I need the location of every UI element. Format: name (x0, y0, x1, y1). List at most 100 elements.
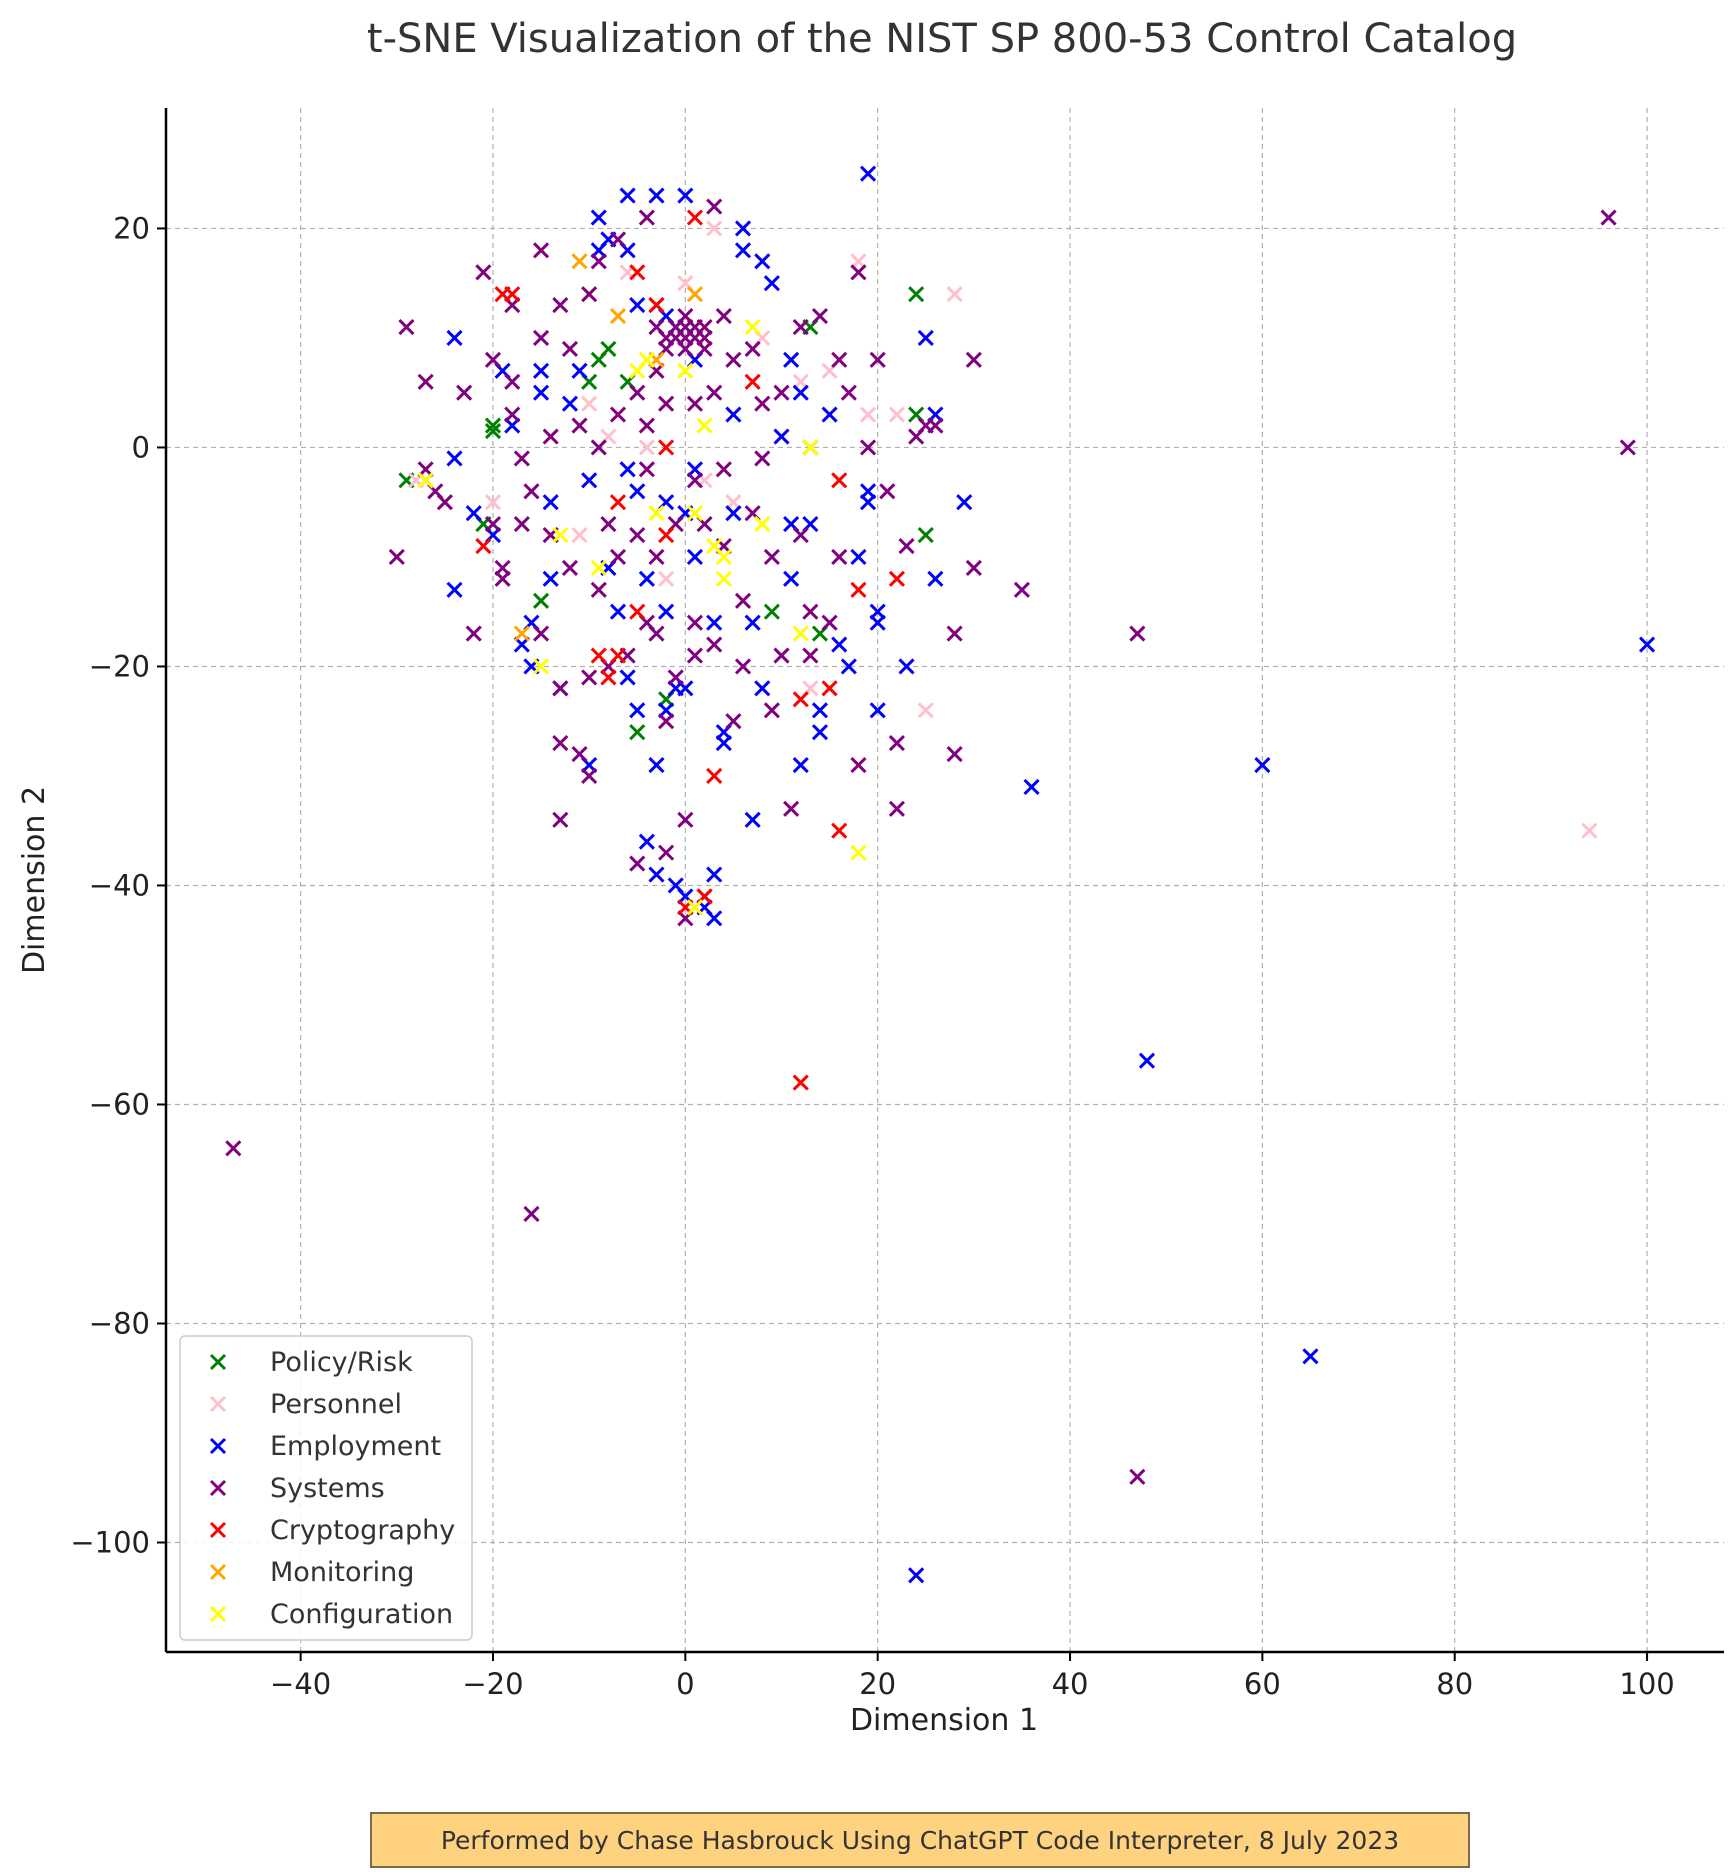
data-point (513, 450, 530, 467)
data-point (571, 527, 588, 544)
data-point (831, 822, 848, 839)
data-point (1254, 756, 1271, 774)
legend-label: Personnel (270, 1389, 402, 1420)
footer-note: Performed by Chase Hasbrouck Using ChatG… (370, 1812, 1470, 1868)
data-point (398, 318, 415, 336)
data-point (821, 614, 838, 631)
series-cryptography (475, 209, 905, 1091)
data-point (581, 286, 598, 303)
x-tick-label: 0 (676, 1667, 694, 1701)
data-point (609, 231, 627, 248)
data-point (811, 307, 829, 325)
data-point (908, 1567, 925, 1584)
data-point (706, 198, 723, 215)
data-point (706, 636, 723, 653)
data-point (898, 537, 915, 555)
data-point (542, 428, 559, 445)
data-point (648, 625, 665, 642)
data-point (609, 406, 627, 423)
data-point (552, 735, 569, 752)
grid-lines (166, 108, 1724, 1652)
data-point (571, 417, 588, 434)
data-point (686, 647, 704, 664)
data-point (802, 439, 819, 456)
data-point (533, 242, 550, 259)
data-point (504, 406, 521, 423)
data-point (811, 702, 829, 719)
data-point (860, 165, 877, 182)
data-point (513, 625, 530, 642)
data-point (783, 570, 800, 587)
data-point (783, 800, 800, 817)
data-point (831, 351, 848, 368)
y-tick-label: −60 (89, 1087, 150, 1121)
y-axis-ticks: −100 −80 −60 −40 −20 0 20 (70, 211, 166, 1559)
y-tick-label: 0 (132, 430, 150, 464)
data-point (715, 307, 732, 325)
data-point (783, 351, 800, 368)
legend-entry: Systems (209, 1473, 385, 1504)
data-point (533, 592, 550, 609)
data-point (956, 494, 973, 511)
legend-label: Policy/Risk (270, 1347, 413, 1378)
data-point (648, 548, 665, 566)
data-point (456, 384, 473, 401)
data-point (581, 472, 598, 489)
data-point (1013, 581, 1030, 598)
data-point (446, 450, 463, 467)
data-point (802, 603, 819, 620)
data-point (1129, 625, 1146, 642)
data-point (917, 702, 934, 719)
data-point (561, 559, 578, 576)
data-point (696, 318, 713, 336)
data-point (609, 307, 627, 325)
data-point (888, 406, 905, 423)
data-point (523, 1205, 540, 1223)
legend-label: Systems (270, 1473, 385, 1504)
data-point (734, 220, 752, 237)
data-point (388, 548, 405, 566)
data-point (850, 548, 867, 566)
legend-entry: Personnel (209, 1389, 402, 1420)
data-point (436, 494, 453, 511)
scatter-chart: t-SNE Visualization of the NIST SP 800-5… (17, 16, 1724, 1738)
data-point (946, 625, 963, 642)
y-tick-label: −40 (89, 868, 150, 902)
data-point (763, 275, 780, 292)
data-point (792, 1074, 809, 1091)
legend-entry: Employment (209, 1431, 441, 1462)
legend-entry: Policy/Risk (209, 1347, 413, 1378)
data-point (629, 702, 646, 719)
legend-marker-icon (209, 1605, 227, 1623)
data-point (225, 1140, 242, 1157)
data-point (590, 647, 607, 664)
data-point (754, 450, 771, 467)
data-point (898, 658, 915, 675)
data-point (917, 527, 934, 544)
data-point (609, 603, 627, 620)
data-point (686, 899, 704, 916)
data-point (763, 702, 780, 719)
legend-label: Employment (270, 1431, 441, 1462)
data-point (417, 472, 434, 489)
data-point (744, 318, 761, 336)
data-point (484, 422, 502, 440)
data-point (638, 439, 655, 456)
data-point (946, 286, 963, 303)
data-point (869, 351, 886, 368)
data-point (629, 603, 646, 620)
legend-label: Cryptography (270, 1515, 455, 1546)
data-point (946, 746, 963, 763)
legend-marker-icon (209, 1353, 227, 1371)
data-point (725, 713, 742, 730)
data-point (648, 187, 665, 204)
y-tick-label: 20 (113, 211, 150, 245)
data-point (879, 483, 896, 500)
data-point (888, 800, 905, 817)
data-point (831, 636, 848, 653)
x-tick-label: −20 (462, 1667, 523, 1701)
data-point (581, 767, 598, 785)
data-point (1639, 636, 1656, 653)
legend-label: Monitoring (270, 1557, 414, 1588)
data-point (542, 494, 559, 511)
